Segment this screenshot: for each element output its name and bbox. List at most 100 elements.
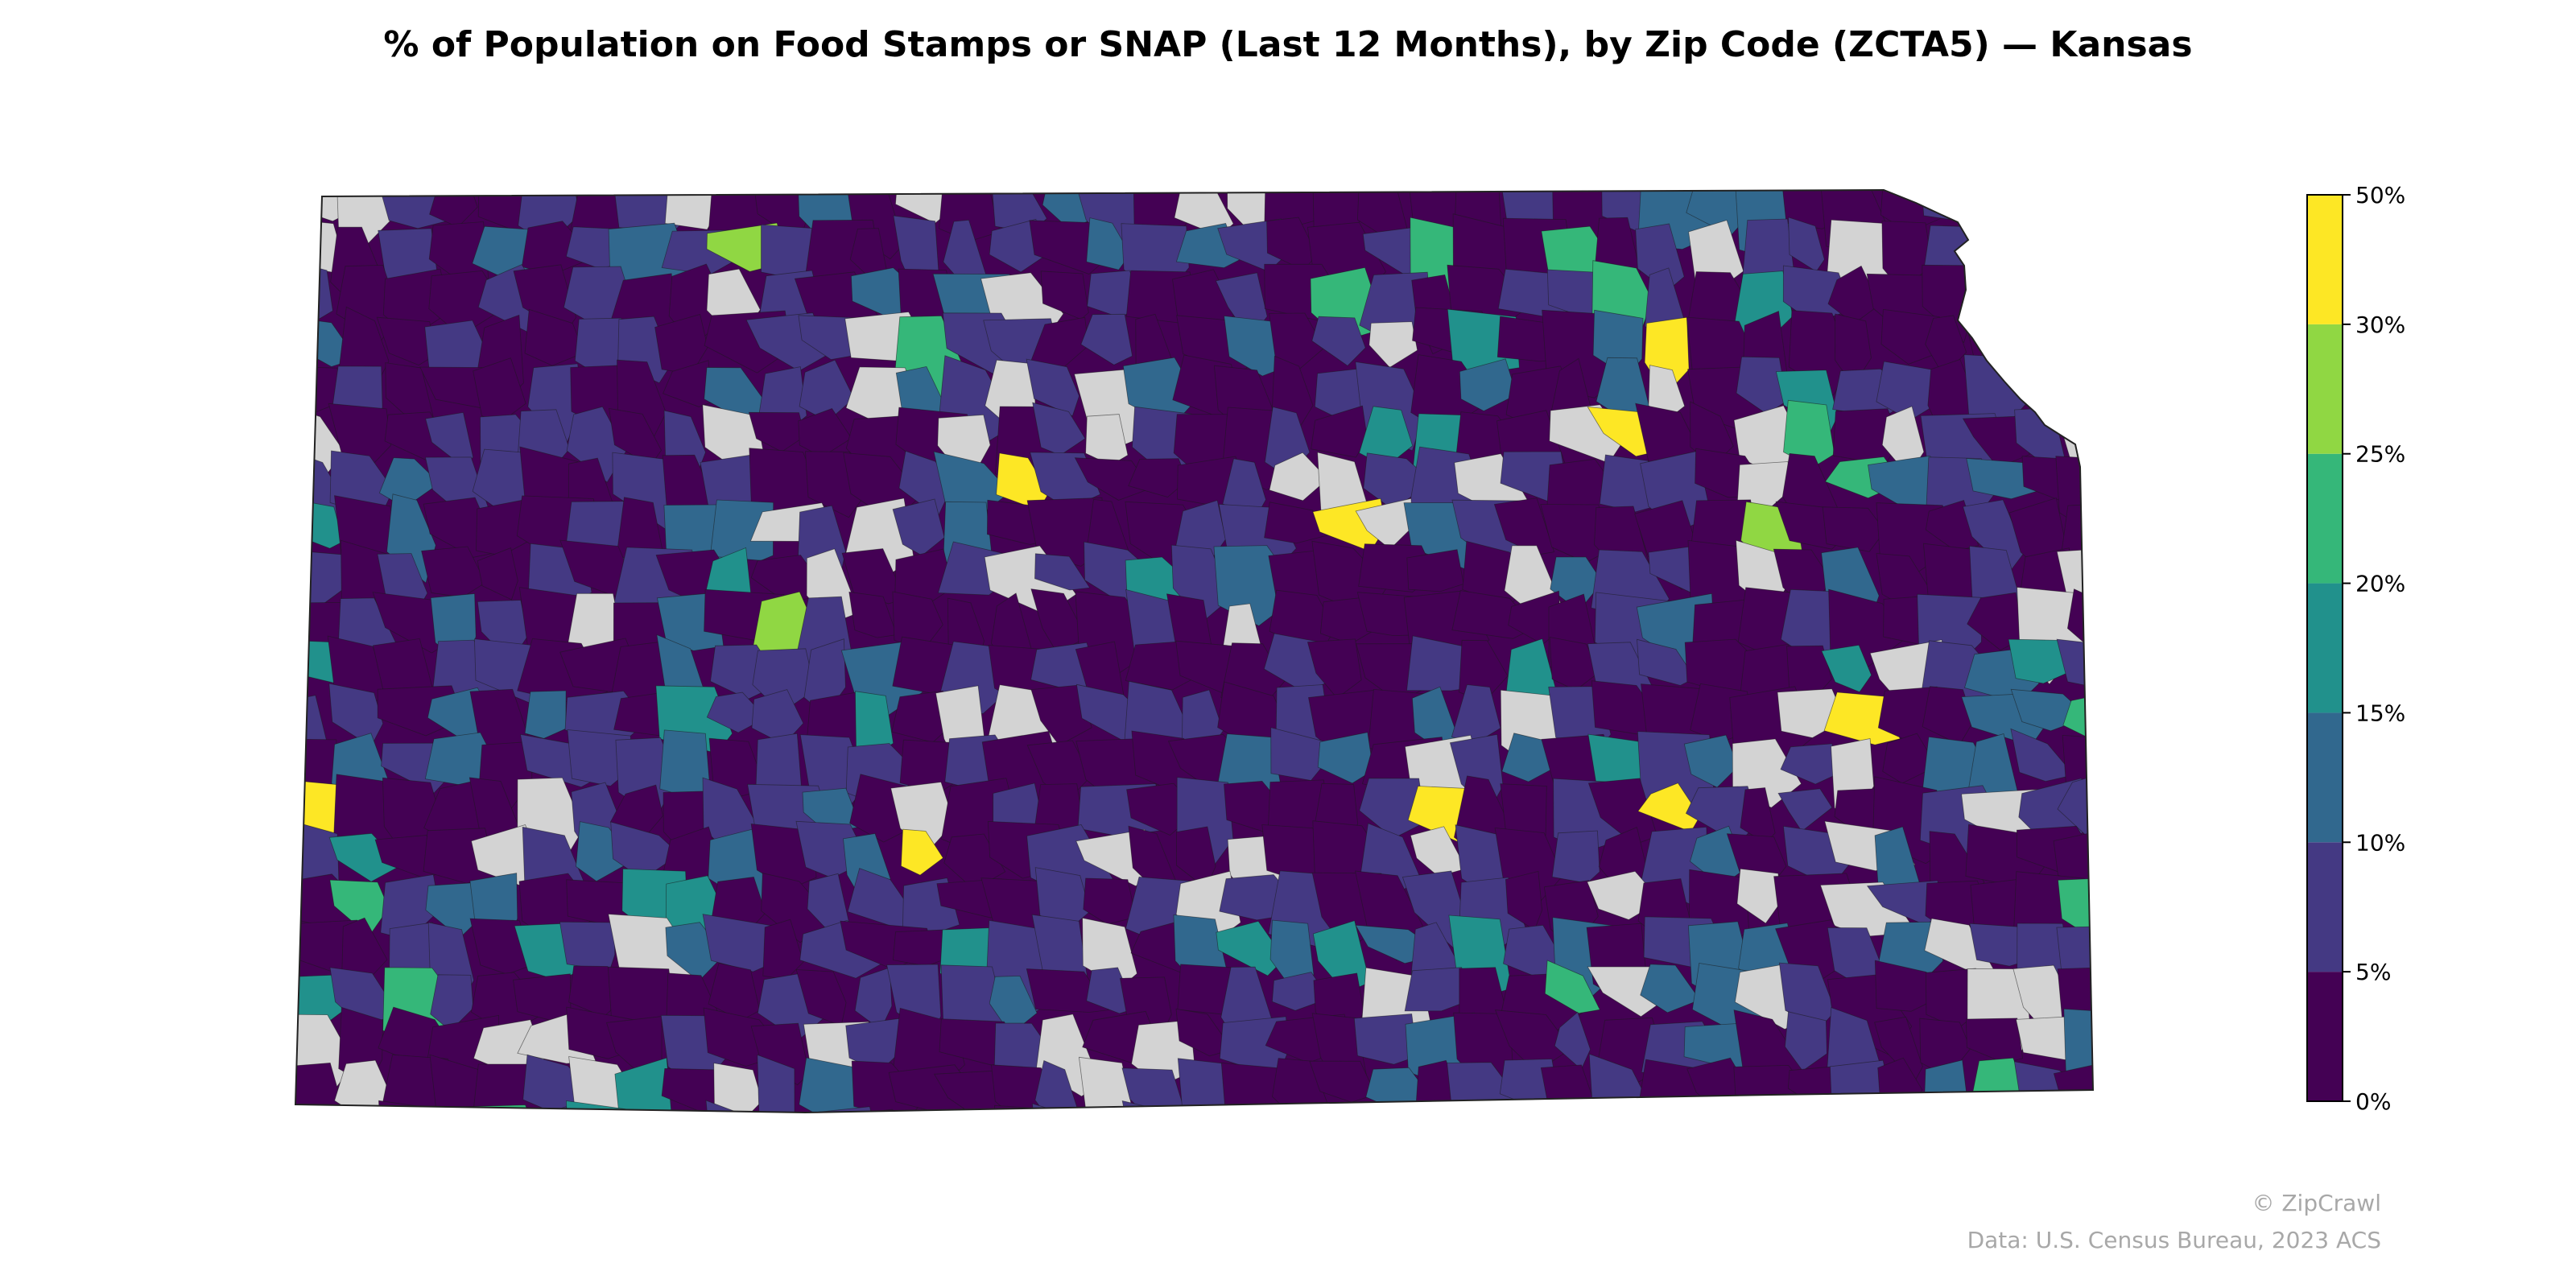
zip-region	[1788, 217, 1825, 272]
zip-region	[1876, 361, 1938, 421]
zip-region	[708, 963, 761, 1022]
zip-region	[576, 821, 634, 882]
zip-region	[2057, 966, 2093, 1054]
zip-region	[341, 917, 388, 985]
colorbar-segment	[2307, 712, 2343, 843]
zip-region	[848, 591, 898, 638]
zip-region	[1505, 870, 1543, 931]
zip-region	[1778, 962, 1836, 1029]
colorbar-segment	[2307, 324, 2343, 454]
zip-region	[328, 832, 402, 882]
zip-region	[1736, 461, 1798, 516]
zip-region	[1030, 684, 1092, 746]
zip-region	[1962, 415, 2030, 469]
zip-region	[1032, 402, 1086, 456]
zip-region	[430, 974, 474, 1031]
state-outline	[294, 188, 2095, 1114]
zip-region	[1822, 506, 1886, 552]
colorbar-tick-label: 5%	[2355, 959, 2391, 985]
zip-region	[1083, 877, 1137, 925]
zip-region	[1551, 830, 1600, 884]
zip-region	[610, 821, 680, 880]
zip-region	[1587, 778, 1657, 845]
zip-region	[421, 546, 486, 598]
colorbar-segment	[2307, 583, 2343, 713]
zip-region	[1494, 1009, 1572, 1073]
colorbar-frame	[2306, 194, 2343, 1102]
zip-region	[1683, 734, 1739, 788]
zip-region	[654, 313, 708, 374]
zip-region	[1784, 1011, 1827, 1071]
zip-region	[2010, 728, 2075, 782]
zip-region	[711, 877, 766, 931]
zip-region	[1922, 686, 1974, 745]
zip-region	[1080, 313, 1133, 365]
colorbar-tick-label: 30%	[2355, 312, 2405, 338]
zip-region	[989, 218, 1045, 273]
zip-region	[1823, 691, 1901, 745]
zip-region	[1827, 265, 1880, 324]
zip-region	[991, 1064, 1071, 1113]
zip-region	[1359, 406, 1414, 468]
zip-region	[1550, 556, 1604, 612]
zip-region	[1074, 457, 1152, 501]
zip-region	[2008, 638, 2073, 684]
zip-region	[892, 498, 945, 556]
zip-region	[853, 1108, 916, 1113]
colorbar-segment	[2307, 972, 2343, 1101]
zip-region	[1777, 788, 1833, 832]
zip-region	[799, 359, 855, 422]
zip-region	[713, 1063, 763, 1113]
source-text: Data: U.S. Census Bureau, 2023 ACS	[1967, 1227, 2381, 1253]
zip-region	[798, 408, 852, 458]
zip-region	[1874, 1016, 1923, 1083]
zip-region	[559, 921, 616, 972]
zip-region	[1554, 1011, 1591, 1071]
zip-region	[1880, 308, 1943, 365]
zip-region	[524, 308, 585, 366]
zip-region	[1359, 778, 1426, 839]
zip-region	[1459, 358, 1517, 412]
zip-region	[1493, 497, 1555, 555]
colorbar-segment	[2307, 453, 2343, 584]
zip-region	[1780, 743, 1839, 785]
zip-region	[521, 221, 596, 275]
zip-region	[748, 411, 806, 452]
zip-region	[1034, 553, 1091, 591]
zip-region	[1307, 638, 1362, 699]
zip-region	[1355, 497, 1414, 550]
zip-region	[1635, 223, 1685, 292]
credit-text: © ZipCrawl	[2252, 1190, 2381, 1216]
zip-region	[614, 1057, 674, 1113]
zip-region	[1266, 217, 1318, 271]
zip-region	[1269, 312, 1325, 370]
zip-region	[328, 683, 384, 747]
zip-region	[1451, 684, 1501, 743]
zip-region	[1026, 358, 1080, 417]
zip-region	[795, 969, 847, 1026]
zip-region	[1030, 316, 1089, 369]
zip-region	[1549, 637, 1600, 691]
colorbar-tick-label: 15%	[2355, 700, 2405, 726]
zip-region	[1882, 733, 1938, 784]
zip-region	[477, 547, 518, 601]
zip-region	[1410, 826, 1467, 877]
zip-region	[2056, 638, 2093, 689]
zip-region	[1040, 270, 1089, 320]
zip-region	[1962, 499, 2025, 573]
zip-region	[1640, 964, 1701, 1013]
zip-region	[799, 919, 886, 979]
zip-region	[1270, 727, 1327, 781]
zip-region	[1821, 644, 1872, 693]
zip-region	[465, 1104, 545, 1113]
map-title: % of Population on Food Stamps or SNAP (…	[383, 24, 2193, 65]
zip-region	[1317, 732, 1374, 784]
zip-region	[376, 316, 436, 366]
zip-region	[1736, 868, 1781, 924]
zip-region	[524, 690, 567, 739]
zip-region	[1368, 321, 1418, 369]
zip-region	[565, 1100, 646, 1113]
zip-region	[854, 967, 893, 1030]
zip-region	[663, 360, 713, 407]
